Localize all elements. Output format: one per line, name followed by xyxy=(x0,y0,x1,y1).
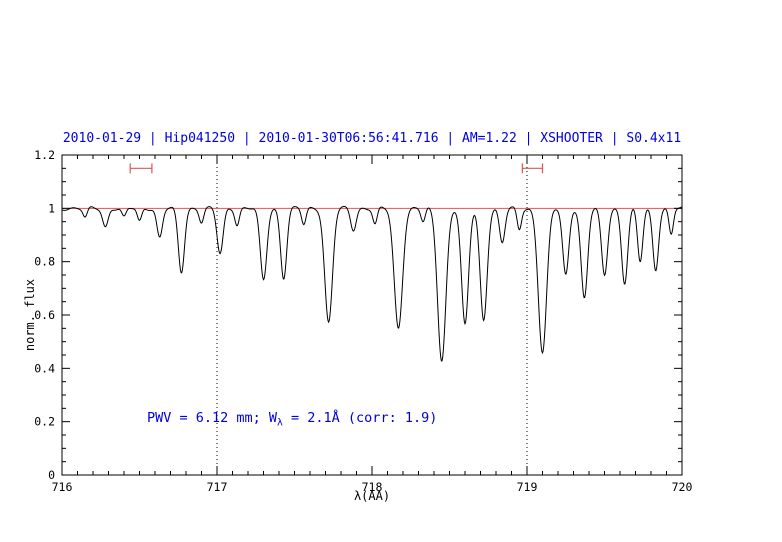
y-tick-label: 0.8 xyxy=(34,255,55,269)
annotation-pwv: PWV = 6.12 mm; Wλ = 2.1Å (corr: 1.9) xyxy=(147,410,437,429)
annotation-part2: = 2.1Å (corr: 1.9) xyxy=(282,410,438,426)
y-tick-label: 0.6 xyxy=(34,308,55,322)
x-tick-label: 717 xyxy=(207,480,228,494)
annotation-lambda-subscript: λ xyxy=(277,417,283,429)
x-tick-label: 718 xyxy=(362,480,383,494)
x-tick-label: 716 xyxy=(52,480,73,494)
y-tick-label: 0 xyxy=(48,468,55,482)
annotation-part1: PWV = 6.12 mm; W xyxy=(147,410,278,426)
plot-title: 2010-01-29 | Hip041250 | 2010-01-30T06:5… xyxy=(62,131,682,146)
x-axis-label: λ(AA) xyxy=(353,489,391,503)
x-tick-label: 720 xyxy=(672,480,693,494)
spectrum-line xyxy=(61,205,683,362)
x-tick-label: 719 xyxy=(517,480,538,494)
y-tick-label: 0.2 xyxy=(34,415,55,429)
y-tick-label: 1 xyxy=(48,201,55,215)
y-axis-label: norm. flux xyxy=(23,278,37,352)
y-tick-label: 0.4 xyxy=(34,361,55,375)
y-tick-label: 1.2 xyxy=(34,148,55,162)
